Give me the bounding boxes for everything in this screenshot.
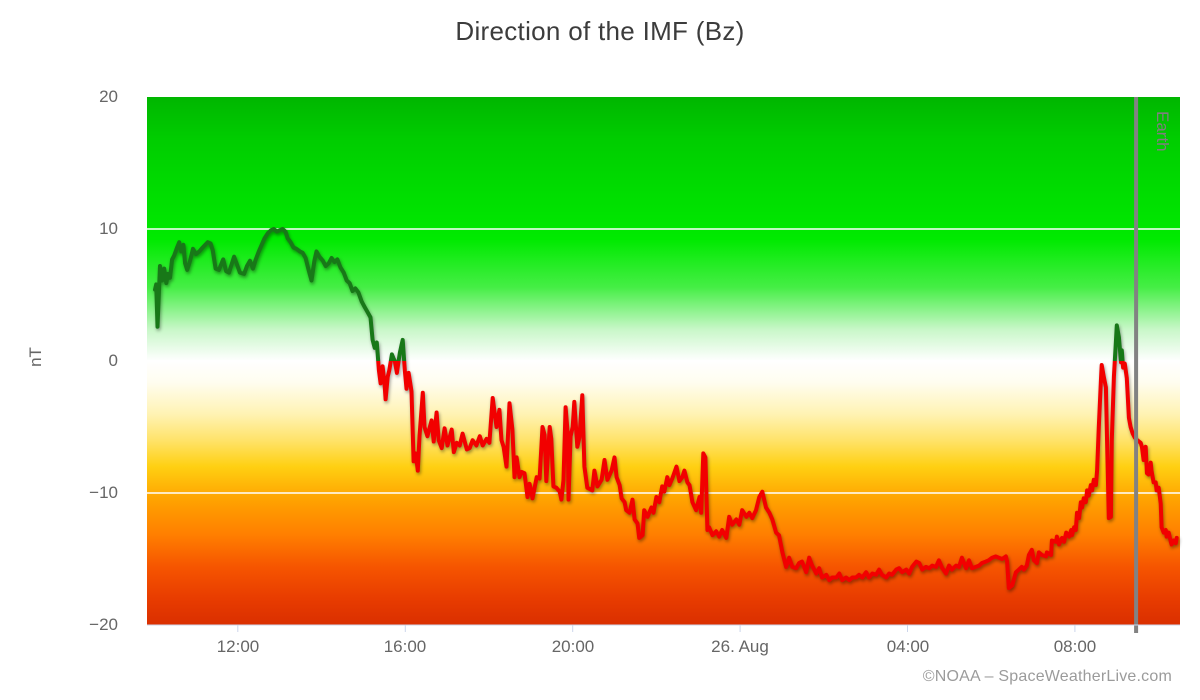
y-axis-title: nT xyxy=(26,347,45,367)
x-tick-label: 16:00 xyxy=(383,637,427,656)
y-tick-label: 0 xyxy=(108,351,118,370)
earth-label: Earth xyxy=(1153,111,1172,152)
x-tick-label: 08:00 xyxy=(1053,637,1097,656)
x-tick-label: 20:00 xyxy=(551,637,595,656)
bz-chart: Earth xyxy=(147,97,1180,633)
bz-line-positive xyxy=(153,227,1125,361)
y-tick-label: −10 xyxy=(89,483,118,502)
earth-line xyxy=(1134,97,1139,633)
y-tick-label: 20 xyxy=(99,87,118,106)
credit-link[interactable]: ©NOAA – SpaceWeatherLive.com xyxy=(922,668,1172,685)
x-tick-label: 04:00 xyxy=(886,637,930,656)
y-tick-label: 10 xyxy=(99,219,118,238)
x-tick-label: 12:00 xyxy=(216,637,260,656)
x-tick-label: 26. Aug xyxy=(711,637,769,656)
chart-title: Direction of the IMF (Bz) xyxy=(455,16,745,46)
bz-line-negative xyxy=(376,361,1179,590)
y-tick-label: −20 xyxy=(89,615,118,634)
